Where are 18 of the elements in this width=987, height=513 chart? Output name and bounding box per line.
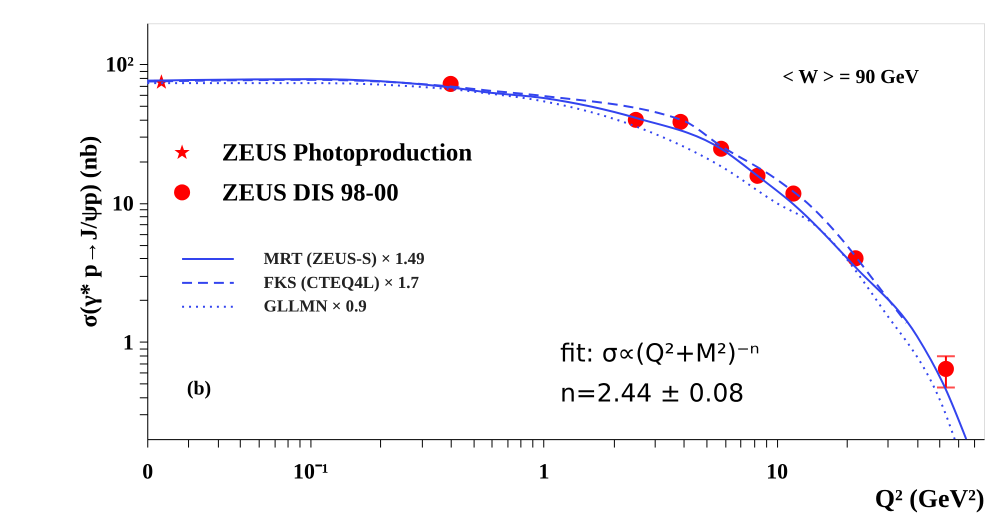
annotation: (b) <box>186 377 212 400</box>
x-tick-label: 0 <box>142 459 154 484</box>
annotation: n=2.44 ± 0.08 <box>560 378 744 408</box>
legend-label: MRT (ZEUS-S) × 1.49 <box>264 248 425 268</box>
annotation: < W > = 90 GeV <box>782 66 920 88</box>
legend-label: FKS (CTEQ4L) × 1.7 <box>264 272 420 292</box>
x-tick-label: 10 <box>766 459 788 484</box>
y-tick-label: 10 <box>112 192 134 216</box>
x-tick-label: 1 <box>538 459 550 484</box>
legend-label: ZEUS Photoproduction <box>222 140 472 166</box>
y-axis-title: σ(γ* p→J/ψp) (nb) <box>76 136 102 328</box>
y-tick-label: 1 <box>122 330 134 354</box>
x-tick-label: 10⁻¹ <box>293 459 328 484</box>
legend-label: GLLMN × 0.9 <box>264 296 367 316</box>
legend-label: ZEUS DIS 98-00 <box>222 179 399 206</box>
x-axis-title: Q² (GeV²) <box>874 484 985 513</box>
y-tick-label: 10² <box>105 52 134 77</box>
annotation: fit: σ∝(Q²+M²)⁻ⁿ <box>560 338 760 368</box>
